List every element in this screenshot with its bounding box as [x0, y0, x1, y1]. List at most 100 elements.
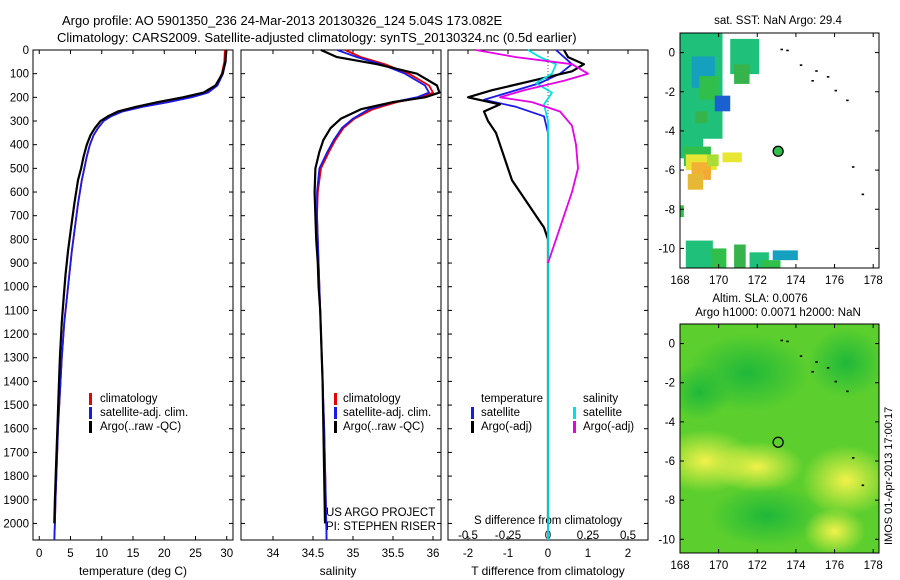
sla-map-anomaly	[801, 445, 879, 516]
temperature-x-tick-label: 10	[95, 548, 108, 560]
salinity-x-label: salinity	[320, 564, 357, 578]
difference-top-tick-label: -0.5	[458, 530, 478, 542]
temperature-series-climatology	[53, 49, 226, 541]
sst-map-cell	[707, 154, 719, 167]
sst-map-cell	[680, 205, 684, 218]
salinity-legend-satellite: satellite-adj. clim.	[343, 407, 431, 419]
depth-tick-label: 900	[10, 258, 29, 270]
sla-map-x-tick-label: 178	[864, 560, 883, 572]
sst-map-cell	[699, 76, 719, 100]
difference-legend-salinity-argo: Argo(-adj)	[583, 421, 634, 433]
sst-map-y-tick-label: -10	[658, 243, 675, 255]
temperature-series-argo-raw-qc	[53, 49, 228, 524]
sst-map-y-tick-label: -4	[665, 126, 676, 138]
sst-island-mark	[834, 89, 838, 92]
sla-map-x-tick-label: 170	[709, 560, 728, 572]
depth-tick-label: 1500	[3, 400, 29, 412]
depth-tick-label: 700	[10, 211, 29, 223]
sst-island-mark	[846, 99, 849, 102]
depth-tick-label: 1800	[3, 471, 29, 483]
temperature-x-tick-label: 5	[67, 548, 73, 560]
sla-map-anomaly	[807, 327, 879, 399]
difference-x-tick-label: 1	[585, 548, 591, 560]
depth-tick-label: 400	[10, 140, 29, 152]
sst-island-mark	[861, 193, 865, 196]
sst-map-field	[680, 33, 879, 268]
difference-x-tick-label: -1	[503, 548, 513, 560]
sst-map-cell	[722, 152, 742, 163]
difference-x-tick-label: -2	[463, 548, 473, 560]
temperature-series-satellite-adj-clim	[53, 49, 227, 541]
sla-map-y-tick-label: -2	[665, 378, 675, 390]
sst-map-y-tick-label: -6	[665, 165, 675, 177]
sst-map-x-tick-label: 168	[670, 275, 689, 287]
sst-map-x-tick-label: 176	[825, 275, 844, 287]
temperature-legend-satellite: satellite-adj. clim.	[100, 407, 188, 419]
legend-swatch-climatology	[89, 393, 92, 405]
depth-tick-label: 1600	[3, 424, 29, 436]
depth-tick-label: 1300	[3, 353, 29, 365]
depth-tick-label: 1000	[3, 282, 29, 294]
sla-island-mark	[786, 340, 789, 343]
legend-swatch-temperature-satellite	[471, 407, 474, 419]
sla-map-x-tick-label: 176	[825, 560, 844, 572]
sst-island-mark	[780, 48, 783, 51]
depth-tick-label: 1700	[3, 447, 29, 459]
sst-map-cell	[695, 111, 708, 124]
depth-tick-label: 0	[23, 45, 29, 57]
sst-map-cell	[685, 240, 713, 268]
sla-map-x-tick-label: 168	[670, 560, 689, 572]
difference-legend-temperature-satellite: satellite	[481, 407, 520, 419]
salinity-x-tick-label: 34.5	[302, 548, 324, 560]
sst-map-y-tick-label: -2	[665, 87, 675, 99]
temperature-x-label: temperature (deg C)	[79, 564, 187, 578]
difference-series-temperature-argo-adj	[466, 49, 586, 524]
salinity-panel: climatology satellite-adj. clim. Argo(..…	[320, 393, 436, 578]
depth-tick-label: 1400	[3, 376, 29, 388]
sst-map-x-tick-label: 172	[748, 275, 767, 287]
difference-legend-salinity-satellite: satellite	[583, 407, 622, 419]
legend-swatch-temperature-argo	[471, 421, 474, 433]
sla-island-mark	[815, 361, 818, 363]
sst-map-x-tick-label: 178	[864, 275, 883, 287]
difference-top-tick-label: -0.25	[495, 530, 521, 542]
legend-swatch-argo	[334, 421, 337, 433]
sla-map-anomaly	[710, 441, 804, 493]
legend-swatch-argo	[89, 421, 92, 433]
temperature-panel: climatology satellite-adj. clim. Argo(..…	[79, 393, 188, 578]
sla-map-title: Altim. SLA: 0.0076	[712, 293, 807, 305]
sla-map-field	[680, 324, 879, 553]
difference-top-tick-label: 0.5	[620, 530, 636, 542]
legend-swatch-satellite	[89, 407, 92, 419]
figure-title-line2: Climatology: CARS2009. Satellite-adjuste…	[57, 30, 577, 45]
t-difference-label: T difference from climatology	[471, 564, 625, 578]
depth-tick-label: 100	[10, 69, 29, 81]
depth-tick-label: 600	[10, 187, 29, 199]
sst-map-title: sat. SST: NaN Argo: 29.4	[714, 15, 842, 27]
sla-map-anomaly	[680, 365, 731, 420]
sla-island-mark	[780, 339, 783, 342]
sst-map-cell	[703, 170, 711, 180]
difference-x-tick-label: 0	[545, 548, 551, 560]
depth-tick-label: 800	[10, 234, 29, 246]
sst-island-mark	[815, 70, 818, 72]
sla-map-x-tick-label: 172	[748, 560, 767, 572]
salinity-frame	[240, 49, 442, 541]
salinity-x-tick-label: 35.5	[382, 548, 404, 560]
sst-map-y-tick-label: 0	[669, 48, 675, 60]
legend-swatch-salinity-argo	[573, 421, 576, 433]
project-annotation: US ARGO PROJECT	[326, 507, 435, 519]
salinity-series-argo-raw-qc	[313, 48, 441, 524]
sla-argo-position-marker	[772, 436, 784, 448]
difference-series-salinity-satellite	[527, 49, 557, 540]
temperature-x-tick-label: 25	[189, 548, 202, 560]
sla-map-y-tick-label: -4	[665, 417, 676, 429]
sla-island-mark	[846, 390, 849, 393]
temperature-x-tick-label: 20	[158, 548, 171, 560]
sla-map-x-tick-label: 174	[786, 560, 806, 572]
sst-island-mark	[786, 49, 789, 52]
depth-tick-label: 1100	[4, 305, 29, 317]
sla-map-panel: Altim. SLA: 0.0076 Argo h1000: 0.0071 h2…	[695, 293, 861, 319]
sla-island-mark	[851, 457, 855, 459]
legend-swatch-salinity-satellite	[573, 407, 576, 419]
